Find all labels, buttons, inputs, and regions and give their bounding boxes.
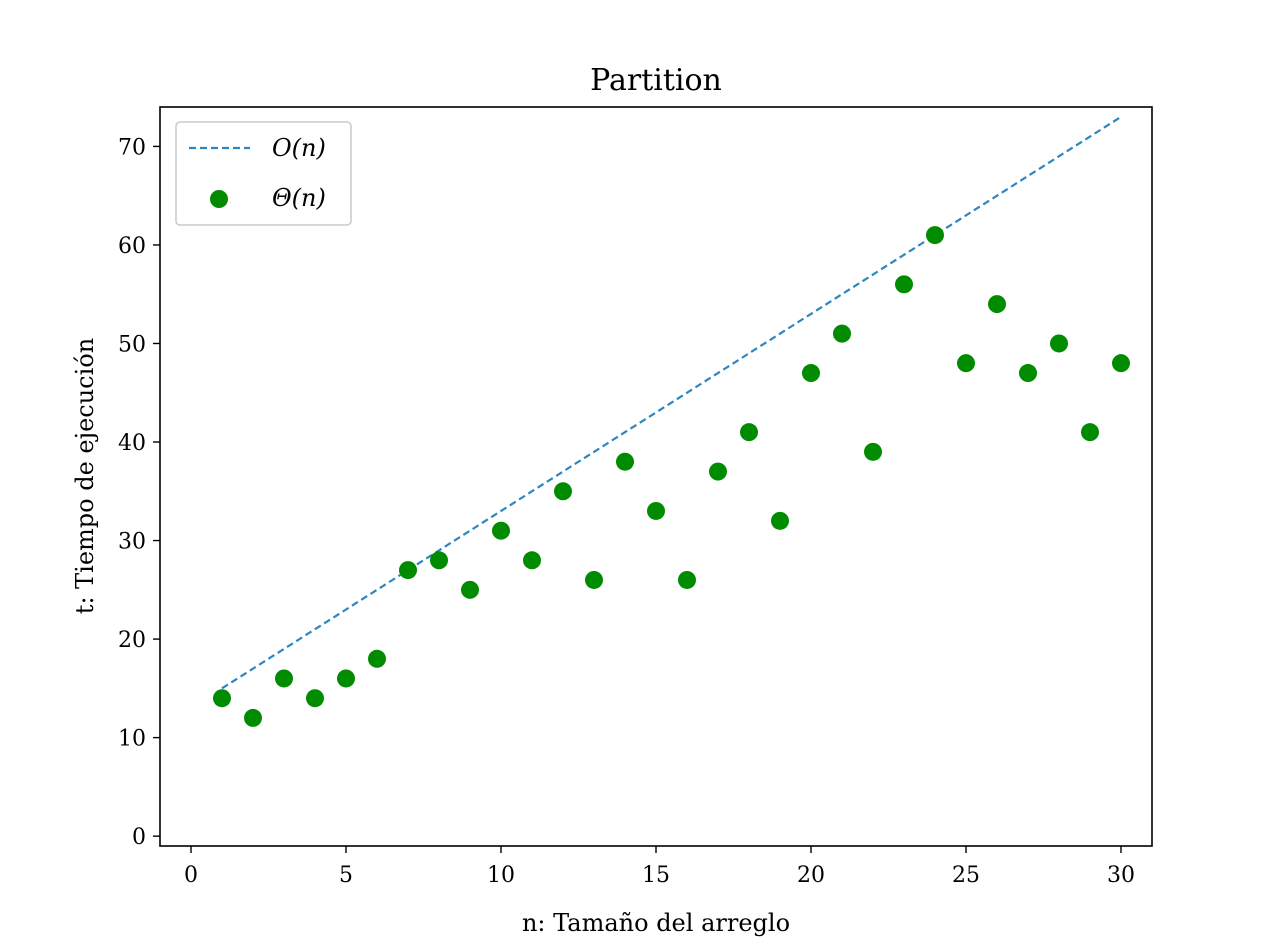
data-point (647, 501, 665, 520)
data-point (1081, 423, 1099, 442)
y-tick-label: 50 (118, 332, 146, 357)
data-point (275, 669, 293, 688)
x-tick-label: 10 (487, 863, 515, 888)
y-tick-label: 40 (118, 431, 146, 456)
data-point (740, 423, 758, 442)
data-point (895, 275, 913, 294)
data-point (771, 511, 789, 530)
data-point (957, 354, 975, 373)
legend-label: O(n) (272, 134, 326, 162)
data-point (399, 561, 417, 580)
data-point (523, 551, 541, 570)
x-axis: 0 5 10 15 20 25 30 (184, 846, 1135, 888)
data-point (306, 689, 324, 708)
legend-label: Θ(n) (272, 184, 326, 212)
series-line-o-n (221, 115, 1122, 690)
y-tick-label: 10 (118, 727, 146, 752)
data-point (244, 708, 262, 727)
y-axis: 0 10 20 30 40 50 60 70 (118, 135, 160, 850)
data-point (1050, 334, 1068, 353)
data-point (585, 570, 603, 589)
legend-swatch-marker (210, 190, 228, 208)
y-axis-label: t: Tiempo de ejecución (71, 338, 99, 614)
legend: O(n) Θ(n) (175, 121, 352, 226)
y-tick-label: 0 (132, 825, 146, 850)
data-point (1112, 354, 1130, 373)
y-tick-label: 30 (118, 530, 146, 555)
data-point (554, 482, 572, 501)
data-point (988, 295, 1006, 314)
y-tick-label: 20 (118, 628, 146, 653)
x-tick-label: 20 (797, 863, 825, 888)
x-axis-label: n: Tamaño del arreglo (522, 909, 790, 937)
data-point (678, 570, 696, 589)
data-point (616, 452, 634, 471)
data-point (213, 689, 231, 708)
data-point (709, 462, 727, 481)
x-tick-label: 15 (642, 863, 670, 888)
data-point (492, 521, 510, 540)
chart-title: Partition (590, 63, 722, 98)
data-point (430, 551, 448, 570)
data-point (864, 442, 882, 461)
data-point (461, 580, 479, 599)
data-point (833, 324, 851, 343)
data-point (337, 669, 355, 688)
y-tick-label: 70 (118, 135, 146, 160)
x-tick-label: 5 (339, 863, 353, 888)
x-tick-label: 25 (952, 863, 980, 888)
x-tick-label: 30 (1107, 863, 1135, 888)
plot-area (213, 115, 1130, 727)
data-point (802, 364, 820, 383)
data-point (926, 226, 944, 245)
y-tick-label: 60 (118, 234, 146, 259)
data-point (1019, 364, 1037, 383)
x-tick-label: 0 (184, 863, 198, 888)
data-point (368, 649, 386, 668)
